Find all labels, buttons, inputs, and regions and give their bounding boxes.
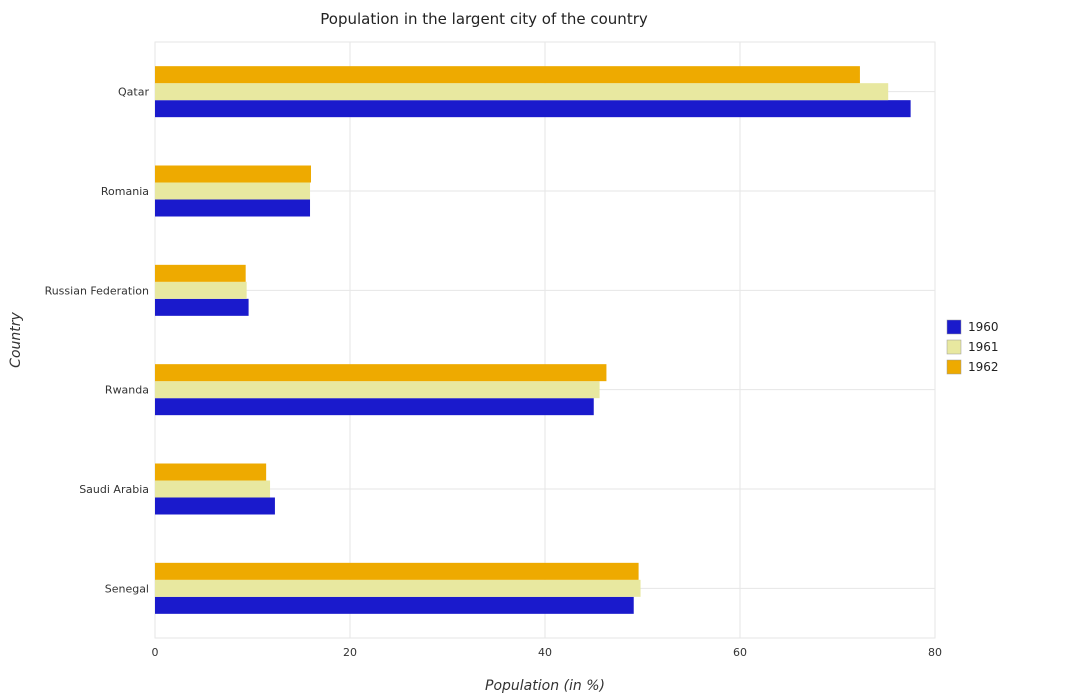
bar-1960: [155, 298, 249, 316]
bar-1962: [155, 364, 607, 382]
x-tick-label: 80: [928, 646, 942, 659]
bar-1960: [155, 199, 311, 217]
bar-1960: [155, 497, 275, 515]
bars: [155, 66, 911, 614]
legend-label: 1962: [968, 360, 999, 374]
bar-1961: [155, 281, 247, 299]
x-tick-label: 60: [733, 646, 747, 659]
y-tick-labels: Qatar Romania Russian Federation Rwanda Saud…: [45, 86, 150, 596]
legend-label: 1960: [968, 320, 999, 334]
legend-swatch: [946, 319, 962, 335]
bar-1962: [155, 264, 246, 282]
bar-1961: [155, 83, 889, 101]
bar-1961: [155, 381, 600, 399]
bar-1962: [155, 562, 639, 580]
y-tick-label: Romania: [101, 185, 149, 198]
bar-1960: [155, 100, 911, 118]
bar-1962: [155, 463, 267, 481]
legend-swatch: [946, 339, 962, 355]
x-tick-label: 20: [343, 646, 357, 659]
chart-title: Population in the largent city of the co…: [320, 10, 648, 28]
legend: 1960 1961 1962: [946, 319, 999, 375]
bar-1960: [155, 398, 594, 416]
x-axis-label: Population (in %): [485, 678, 605, 694]
x-tick-label: 40: [538, 646, 552, 659]
bar-1961: [155, 182, 311, 200]
y-tick-label: Russian Federation: [45, 284, 149, 297]
y-tick-label: Qatar: [118, 86, 149, 99]
x-tick-labels: 0 20 40 60 80: [152, 646, 943, 659]
bar-1961: [155, 480, 271, 498]
bar-1960: [155, 596, 634, 614]
y-axis-label: Country: [8, 311, 24, 367]
bar-1962: [155, 66, 860, 84]
legend-label: 1961: [968, 340, 999, 354]
y-tick-label: Rwanda: [105, 384, 149, 397]
bar-1961: [155, 579, 641, 597]
y-tick-label: Saudi Arabia: [79, 483, 149, 496]
x-tick-label: 0: [152, 646, 159, 659]
legend-swatch: [946, 359, 962, 375]
bar-1962: [155, 165, 311, 183]
y-tick-label: Senegal: [105, 582, 149, 595]
